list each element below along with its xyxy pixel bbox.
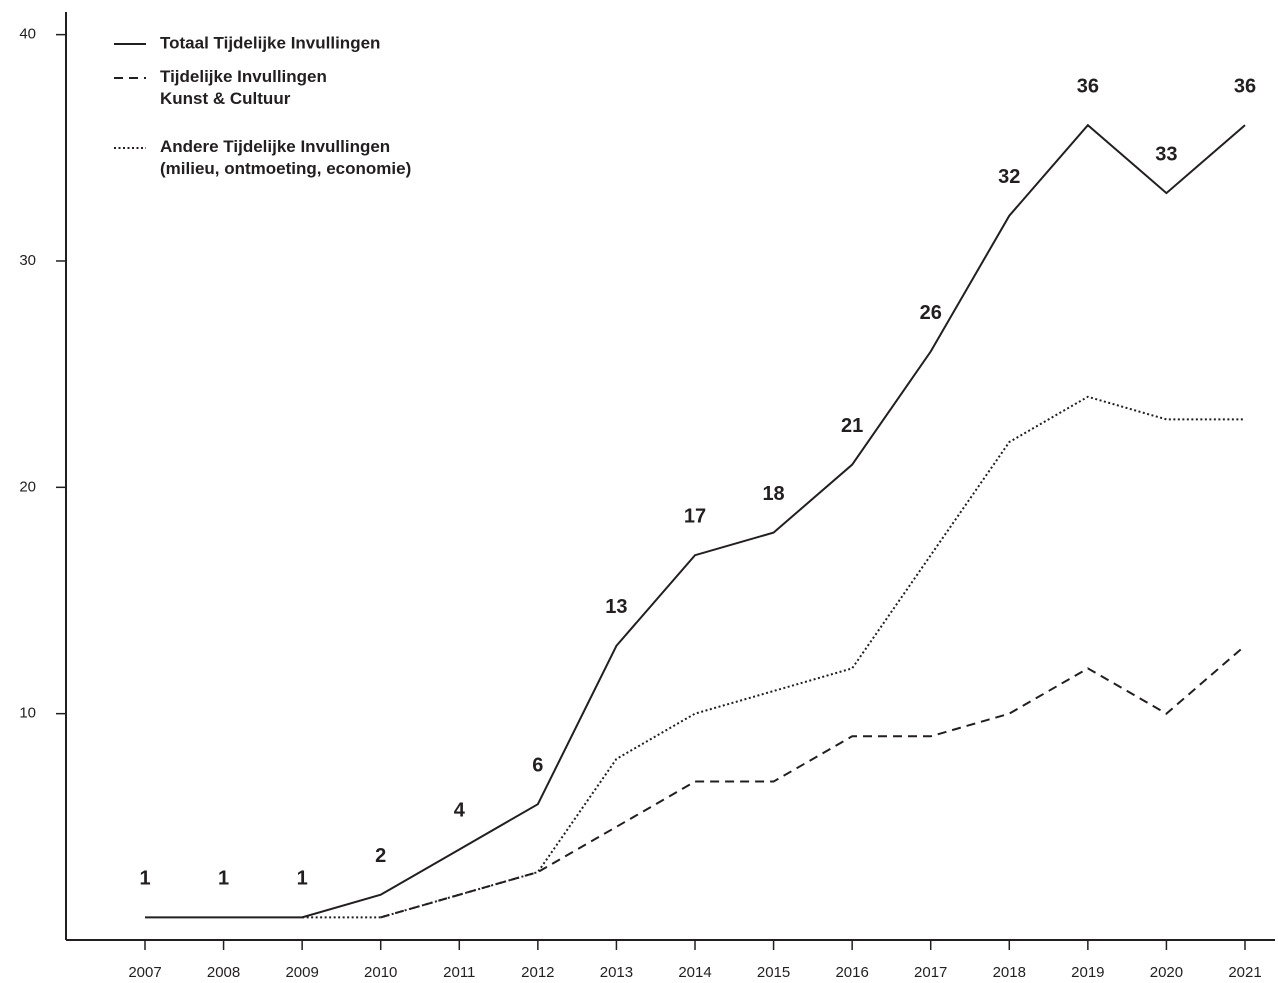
value-label: 2 — [375, 845, 386, 867]
value-label: 36 — [1077, 75, 1099, 97]
value-label: 4 — [454, 800, 466, 822]
x-tick-label: 2011 — [443, 964, 475, 981]
value-label: 13 — [605, 596, 627, 618]
value-label: 33 — [1155, 143, 1177, 165]
x-tick-label: 2021 — [1228, 964, 1261, 981]
series-line — [145, 123, 1246, 919]
x-tick-label: 2020 — [1150, 964, 1183, 981]
value-label: 21 — [841, 415, 863, 437]
value-label: 18 — [762, 483, 784, 505]
x-tick-label: 2015 — [757, 964, 790, 981]
x-tick-label: 2012 — [521, 964, 554, 981]
legend-label: Andere Tijdelijke Invullingen (milieu, on… — [160, 137, 411, 178]
y-tick-label: 30 — [19, 252, 36, 269]
legend-label: Totaal Tijdelijke Invullingen — [160, 33, 380, 52]
value-label: 17 — [684, 506, 706, 528]
x-tick-label: 2014 — [678, 964, 711, 981]
x-tick-label: 2009 — [285, 964, 318, 981]
x-tick-label: 2010 — [364, 964, 397, 981]
series-line — [302, 395, 1245, 919]
y-tick-label: 10 — [19, 705, 36, 722]
series-line — [380, 644, 1246, 919]
value-label: 6 — [532, 754, 543, 776]
x-tick-label: 2017 — [914, 964, 947, 981]
x-tick-label: 2019 — [1071, 964, 1104, 981]
value-label: 1 — [218, 868, 229, 890]
value-label: 36 — [1234, 75, 1256, 97]
y-tick-label: 20 — [19, 478, 36, 495]
value-label: 1 — [297, 868, 308, 890]
legend-label: Tijdelijke Invullingen Kunst & Cultuur — [160, 67, 327, 108]
x-tick-label: 2018 — [993, 964, 1026, 981]
value-label: 32 — [998, 166, 1020, 188]
x-tick-label: 2007 — [128, 964, 161, 981]
value-label: 26 — [920, 302, 942, 324]
x-tick-label: 2013 — [600, 964, 633, 981]
x-tick-label: 2016 — [835, 964, 868, 981]
x-tick-label: 2008 — [207, 964, 240, 981]
value-label: 1 — [139, 868, 150, 890]
y-tick-label: 40 — [19, 26, 36, 43]
